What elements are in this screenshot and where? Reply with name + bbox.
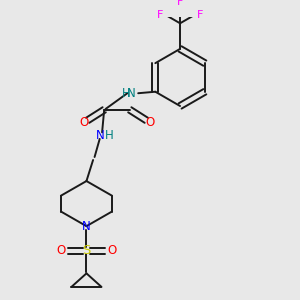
Text: O: O: [56, 244, 65, 257]
Text: N: N: [82, 220, 91, 233]
Text: F: F: [196, 10, 203, 20]
Text: H: H: [122, 87, 130, 100]
Text: H: H: [105, 129, 113, 142]
Text: O: O: [145, 116, 154, 129]
Text: N: N: [96, 129, 105, 142]
Text: N: N: [127, 87, 136, 100]
Text: O: O: [80, 116, 89, 129]
Text: S: S: [82, 244, 91, 257]
Text: O: O: [107, 244, 117, 257]
Text: F: F: [157, 10, 164, 20]
Text: F: F: [177, 0, 183, 7]
